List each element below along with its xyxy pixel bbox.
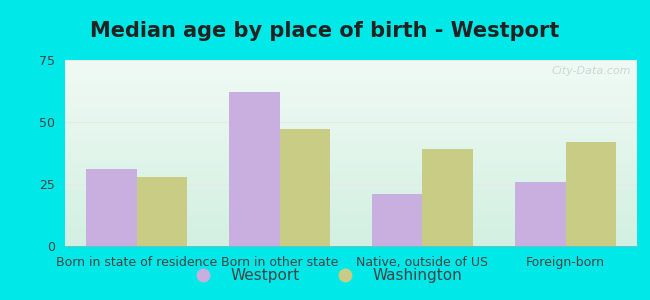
Bar — [566, 142, 616, 246]
Bar — [422, 149, 473, 246]
Text: Median age by place of birth - Westport: Median age by place of birth - Westport — [90, 21, 560, 41]
Bar — [86, 169, 136, 246]
Text: City-Data.com: City-Data.com — [552, 66, 631, 76]
Bar — [372, 194, 423, 246]
Legend: Westport, Washington: Westport, Washington — [181, 262, 469, 290]
Bar — [515, 182, 566, 246]
Bar — [229, 92, 280, 246]
Bar — [136, 177, 187, 246]
Bar — [280, 129, 330, 246]
